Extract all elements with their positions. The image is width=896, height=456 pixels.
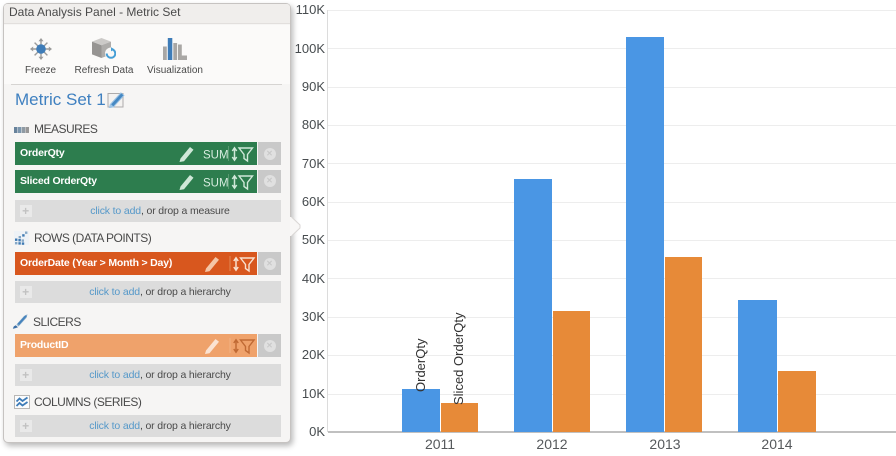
svg-text:SUM: SUM — [203, 177, 229, 189]
svg-text:SUM: SUM — [203, 150, 229, 162]
